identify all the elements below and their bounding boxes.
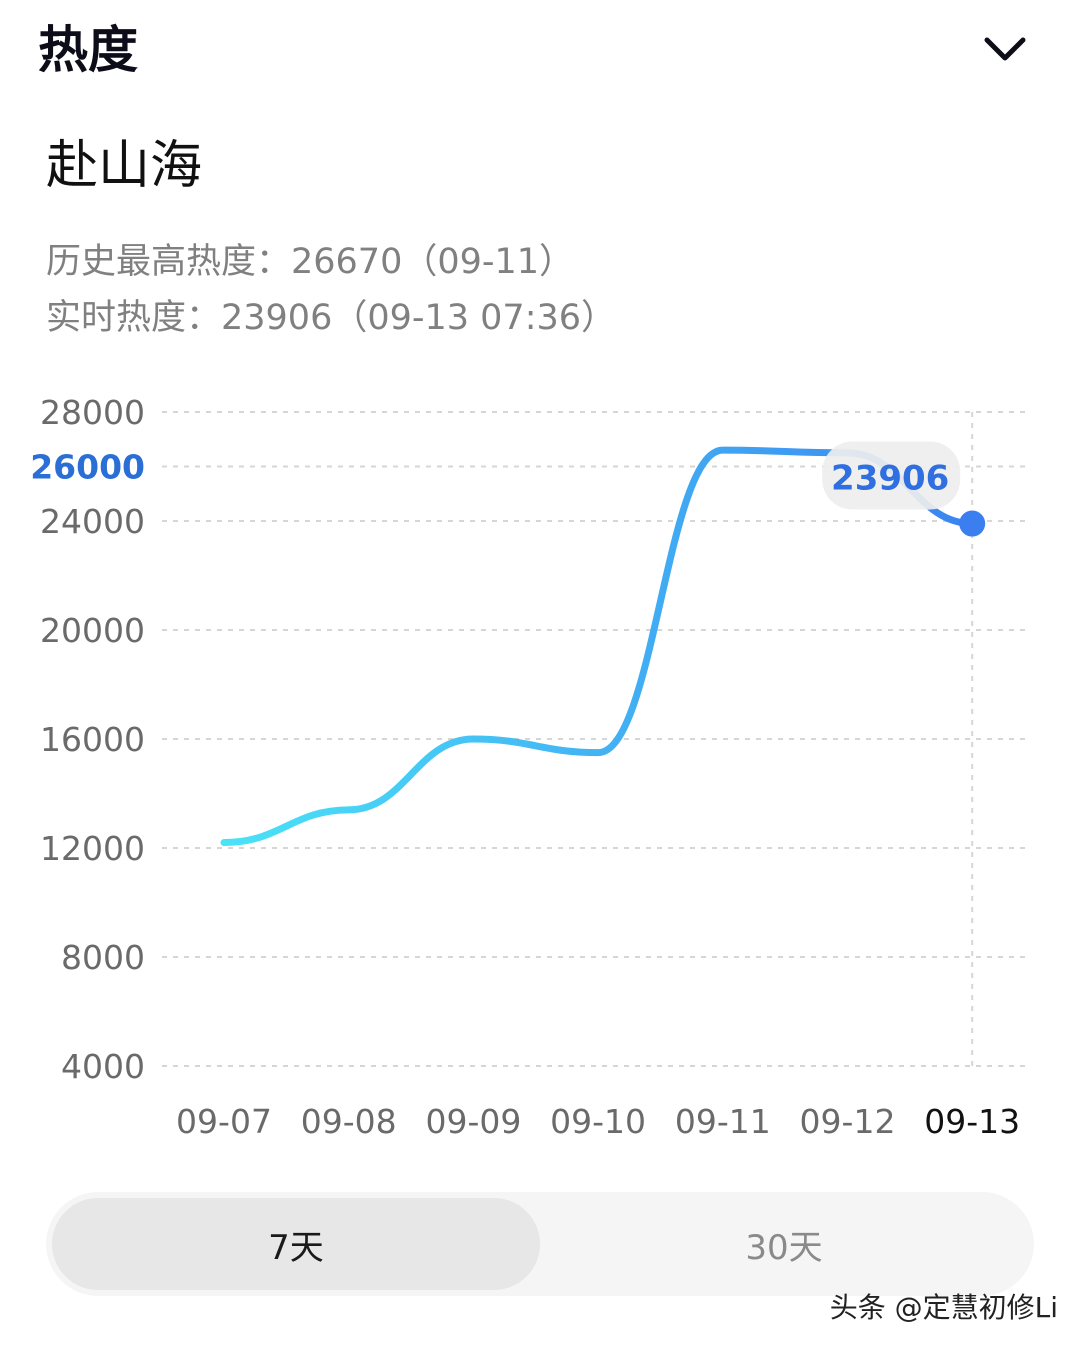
x-tick-label: 09-10 <box>550 1102 646 1141</box>
y-tick-label: 28000 <box>40 393 145 432</box>
x-axis-ticks: 09-07 09-08 09-09 09-10 09-11 09-12 09-13 <box>176 1102 1020 1141</box>
history-max-heat: 历史最高热度：26670（09-11） <box>46 242 575 282</box>
y-tick-label: 8000 <box>61 938 145 977</box>
panel-header: 热度 <box>0 0 1080 100</box>
realtime-heat: 实时热度：23906（09-13 07:36） <box>46 298 617 338</box>
range-30-days-button[interactable]: 30天 <box>745 1227 823 1268</box>
y-tick-label: 4000 <box>61 1047 145 1086</box>
y-tick-label: 20000 <box>40 611 145 650</box>
range-toggle: 7天 30天 <box>46 1192 1034 1296</box>
grid-lines <box>162 411 1030 1067</box>
y-tick-label: 24000 <box>40 502 145 541</box>
current-point-marker <box>959 510 986 537</box>
x-tick-label: 09-11 <box>675 1102 771 1141</box>
y-tick-label: 26000 <box>30 448 145 487</box>
x-tick-label: 09-07 <box>176 1102 272 1141</box>
x-tick-label: 09-13 <box>924 1102 1020 1141</box>
chevron-down-icon <box>984 37 1026 61</box>
tooltip-bubble <box>822 441 961 510</box>
tooltip-value: 23906 <box>831 459 949 499</box>
x-tick-label: 09-09 <box>425 1102 521 1141</box>
heat-line-chart: 4000 8000 12000 16000 20000 24000 26000 28000 0… <box>30 393 1030 1141</box>
x-tick-label: 09-08 <box>301 1102 397 1141</box>
y-tick-label: 16000 <box>40 720 145 759</box>
watermark: 头条 @定慧初修Li <box>829 1291 1058 1324</box>
x-tick-label: 09-12 <box>800 1102 896 1141</box>
y-axis-ticks: 4000 8000 12000 16000 20000 24000 26000 28000 <box>30 393 145 1086</box>
y-tick-label: 12000 <box>40 829 145 868</box>
collapse-button[interactable] <box>975 22 1035 76</box>
tooltip: 23906 <box>822 441 961 510</box>
topic-title: 赴山海 <box>46 136 203 196</box>
range-7-days-button[interactable]: 7天 <box>52 1198 540 1290</box>
section-title: 热度 <box>38 21 138 79</box>
